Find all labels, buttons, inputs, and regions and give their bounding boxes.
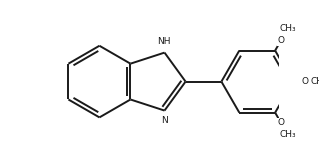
Text: O: O (277, 118, 284, 127)
Text: O: O (277, 36, 284, 45)
Text: CH₃: CH₃ (280, 24, 296, 33)
Text: CH₃: CH₃ (310, 77, 319, 86)
Text: N: N (161, 116, 168, 125)
Text: NH: NH (157, 37, 171, 46)
Text: O: O (301, 77, 308, 86)
Text: CH₃: CH₃ (280, 130, 296, 139)
